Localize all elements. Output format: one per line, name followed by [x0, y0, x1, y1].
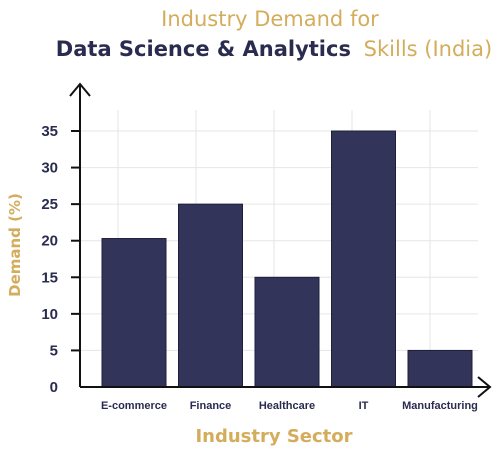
y-tick-label: 15 — [41, 269, 58, 286]
y-tick-label: 30 — [41, 160, 58, 177]
x-axis-arrow — [477, 376, 492, 398]
bar-finance — [178, 203, 243, 388]
chart-title-line2: Data Science & Analytics Skills (India) — [56, 37, 492, 61]
axes — [69, 82, 492, 398]
y-tick-label: 0 — [50, 379, 58, 396]
x-tick-label: Healthcare — [259, 400, 315, 412]
bar-it — [331, 130, 396, 388]
y-tick-label: 20 — [41, 233, 58, 250]
bar-healthcare — [254, 276, 320, 388]
chart-title-bold: Data Science & Analytics — [56, 37, 351, 61]
x-tick-label: Manufacturing — [402, 400, 478, 412]
y-tick-label: 10 — [41, 306, 58, 323]
x-tick-label: Finance — [190, 400, 232, 412]
y-tick-label: 25 — [41, 196, 58, 213]
x-axis-title: Industry Sector — [195, 426, 352, 447]
y-axis-arrow — [69, 82, 91, 97]
chart-title-light: Skills (India) — [364, 37, 493, 61]
bar-e-commerce — [101, 238, 167, 388]
x-tick-label: E-commerce — [101, 400, 167, 412]
y-tick-label: 5 — [50, 342, 58, 359]
y-tick-label: 35 — [41, 123, 58, 140]
chart-title-line1: Industry Demand for — [161, 7, 379, 31]
x-tick-label: IT — [359, 400, 369, 412]
x-tick-labels: E-commerce Finance Healthcare IT Manufacturi… — [101, 400, 478, 412]
y-axis-title: Demand (%) — [6, 193, 24, 297]
bars — [101, 130, 473, 388]
bar-manufacturing — [407, 349, 473, 388]
y-tick-labels: 0 5 10 15 20 25 30 35 — [41, 123, 58, 396]
